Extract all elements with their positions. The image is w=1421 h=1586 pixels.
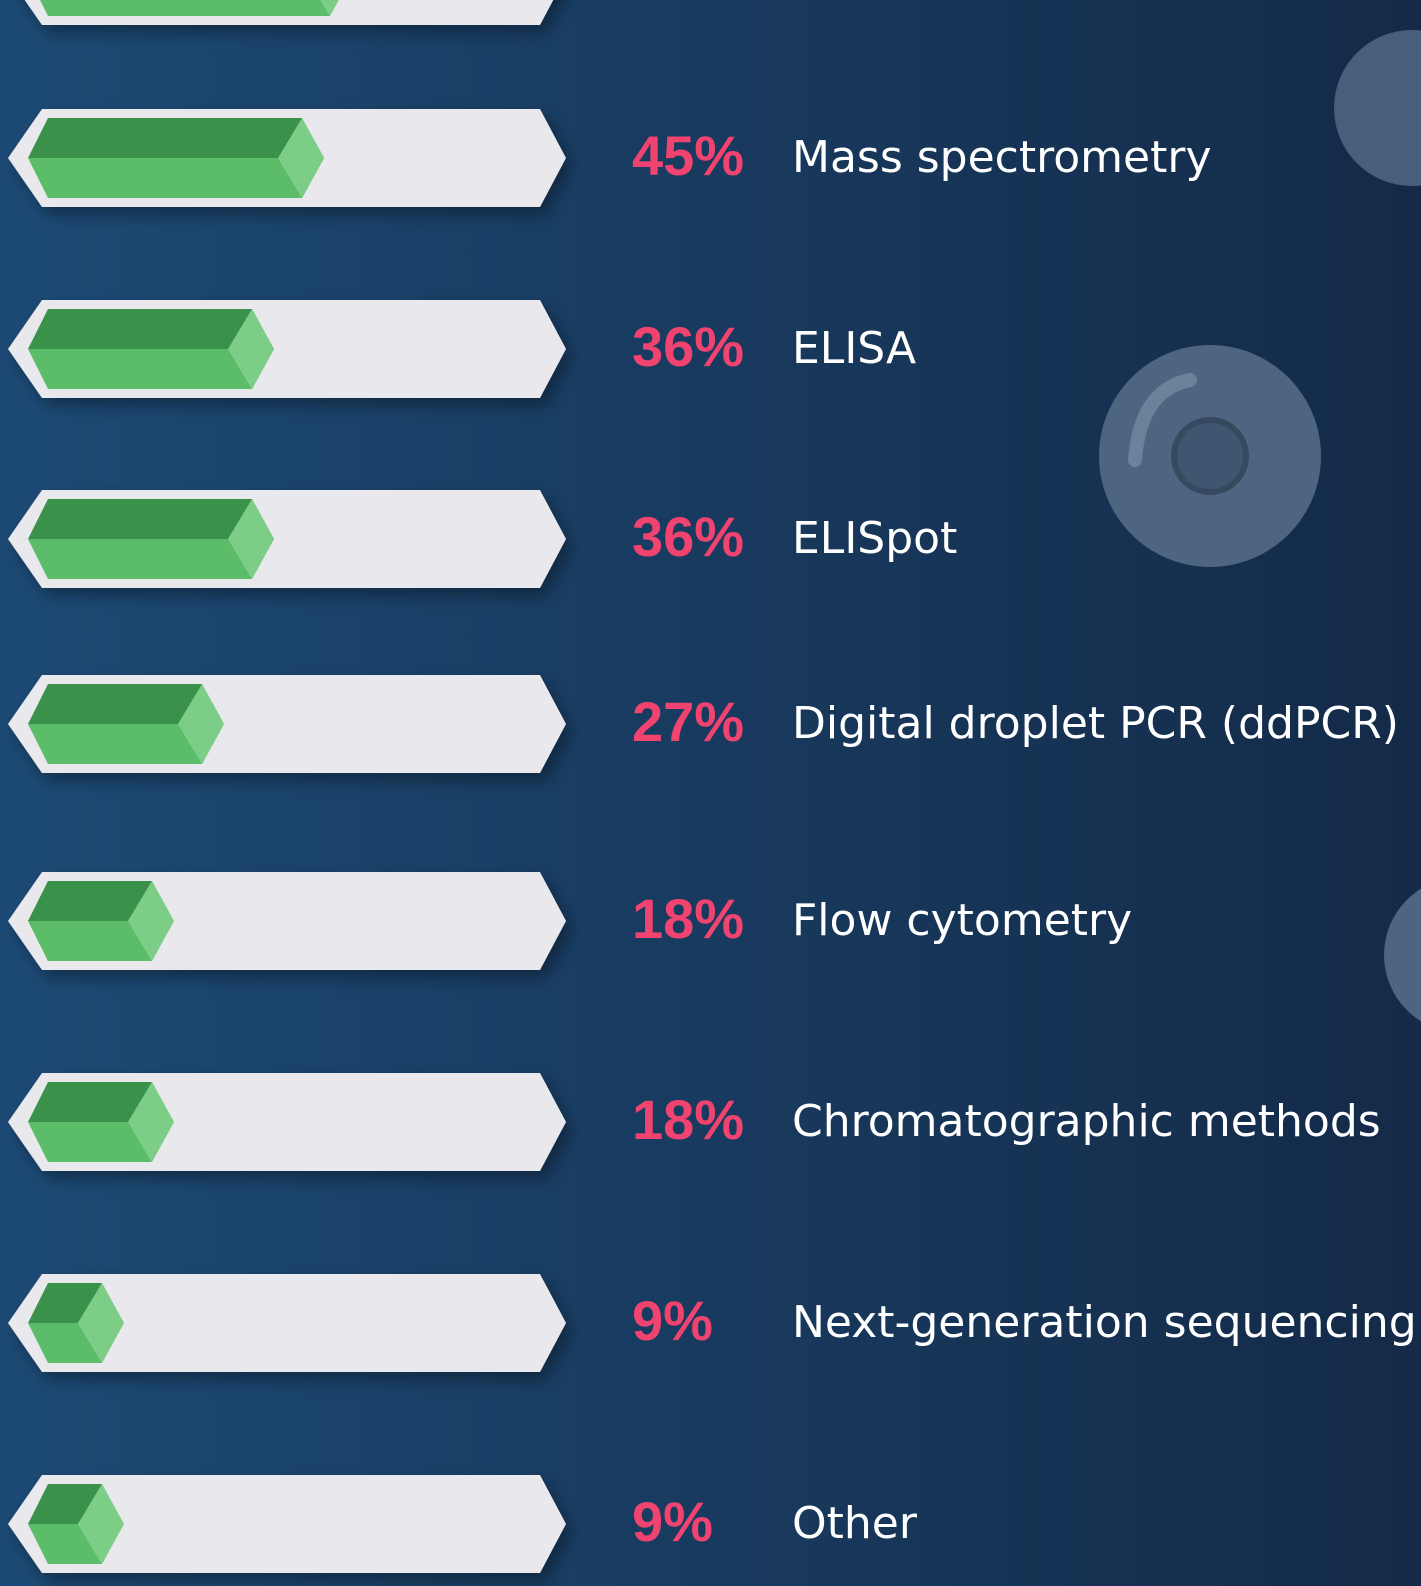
category-label: ELISA [792,323,916,374]
value-label: 18% [632,1088,744,1151]
category-label: ELISpot [792,513,957,564]
bar-bottom [28,349,252,389]
value-label: 9% [632,1289,713,1352]
bar-bottom [28,0,330,16]
bar-top [28,684,202,724]
value-label: 27% [632,690,744,753]
bar [28,881,174,961]
bar-top [28,499,252,539]
page: {"chart_data": {"type": "bar", "categori… [0,0,1421,1586]
bar [28,0,352,16]
bar-top [28,309,252,349]
category-label: Chromatographic methods [792,1096,1381,1147]
category-label: Flow cytometry [792,895,1132,946]
category-label: Next-generation sequencing [792,1297,1417,1348]
bar [28,1082,174,1162]
bar-bottom [28,724,202,764]
bar [28,309,274,389]
value-label: 9% [632,1490,713,1553]
value-label: 36% [632,505,744,568]
value-label: 45% [632,124,744,187]
chart: 45% Mass spectrometry 36% ELISA 36% ELISpot 27… [0,0,1421,1586]
bar-bottom [28,539,252,579]
category-label: Mass spectrometry [792,132,1211,183]
value-label: 18% [632,887,744,950]
category-label: Digital droplet PCR (ddPCR) [792,698,1399,749]
bar [28,499,274,579]
bar [28,118,324,198]
value-label: 36% [632,315,744,378]
bar-top [28,118,302,158]
bar [28,684,224,764]
category-label: Other [792,1498,918,1549]
bar-bottom [28,158,302,198]
